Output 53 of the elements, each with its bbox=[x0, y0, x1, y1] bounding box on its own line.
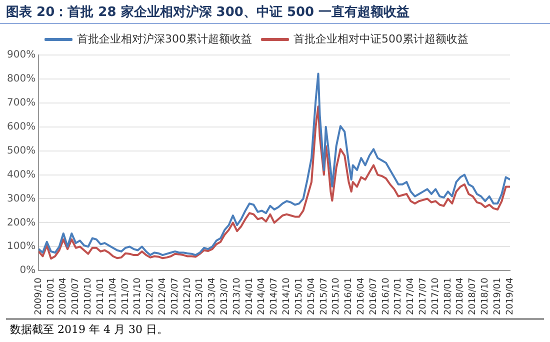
chart-title: 图表 20：首批 28 家企业相对沪深 300、中证 500 一直有超额收益 bbox=[0, 0, 550, 24]
x-tick-label: 2017/07 bbox=[418, 278, 429, 315]
y-tick-label: 500% bbox=[6, 145, 36, 156]
x-tick-label: 2018/04 bbox=[456, 277, 466, 315]
y-tick-label: 300% bbox=[6, 193, 36, 204]
y-tick-label: 400% bbox=[6, 169, 36, 180]
legend-label: 首批企业相对沪深300累计超额收益 bbox=[77, 32, 252, 46]
x-tick-label: 2017/04 bbox=[406, 277, 416, 315]
x-tick-label: 2015/07 bbox=[319, 278, 330, 315]
x-tick-label: 2015/01 bbox=[294, 278, 304, 315]
x-tick-label: 2013/01 bbox=[195, 278, 206, 315]
x-tick-label: 2016/10 bbox=[381, 277, 392, 315]
x-tick-label: 2014/10 bbox=[282, 277, 292, 315]
x-tick-label: 2011/01 bbox=[96, 278, 106, 315]
x-tick-label: 2012/07 bbox=[170, 278, 180, 315]
x-tick-label: 2014/07 bbox=[270, 278, 280, 315]
y-tick-label: 900% bbox=[6, 50, 36, 61]
x-tick-label: 2012/01 bbox=[146, 278, 156, 315]
x-tick-label: 2014/01 bbox=[244, 278, 255, 315]
x-tick-label: 2011/10 bbox=[133, 277, 144, 315]
x-tick-label: 2009/10 bbox=[34, 277, 44, 315]
text: 数据截至 2019 年 4 月 30 日。 bbox=[6, 318, 544, 340]
x-tick-label: 2011/07 bbox=[120, 278, 131, 315]
x-tick-label: 2017/01 bbox=[394, 278, 404, 315]
x-tick-label: 2016/07 bbox=[368, 278, 379, 315]
x-tick-label: 2012/10 bbox=[182, 277, 193, 315]
x-tick-label: 2015/04 bbox=[306, 277, 317, 315]
x-tick-label: 2010/07 bbox=[71, 278, 82, 315]
x-tick-label: 2012/04 bbox=[158, 277, 168, 315]
x-tick-label: 2013/07 bbox=[220, 278, 230, 315]
x-tick-label: 2013/04 bbox=[208, 277, 218, 315]
legend-label: 首批企业相对中证500累计超额收益 bbox=[294, 32, 468, 46]
x-tick-label: 2011/04 bbox=[108, 277, 118, 315]
y-tick-label: 700% bbox=[6, 98, 36, 109]
x-tick-label: 2015/10 bbox=[332, 277, 342, 315]
x-tick-label: 2017/10 bbox=[430, 277, 441, 315]
x-tick-label: 2013/10 bbox=[232, 277, 242, 315]
y-tick-label: 600% bbox=[6, 121, 36, 132]
x-tick-label: 2018/10 bbox=[480, 277, 491, 315]
y-tick-label: 800% bbox=[6, 74, 36, 85]
x-tick-label: 2019/01 bbox=[492, 278, 503, 315]
x-tick-label: 2016/01 bbox=[344, 278, 354, 315]
y-tick-label: 100% bbox=[6, 241, 36, 252]
y-tick-label: 200% bbox=[6, 217, 36, 228]
x-tick-label: 2018/07 bbox=[468, 278, 478, 315]
y-tick-label: 0% bbox=[20, 265, 36, 276]
x-tick-label: 2016/04 bbox=[356, 277, 366, 315]
x-tick-label: 2010/01 bbox=[46, 278, 56, 315]
x-tick-label: 2018/01 bbox=[443, 278, 454, 315]
x-tick-label: 2010/04 bbox=[58, 277, 69, 315]
x-tick-label: 2014/04 bbox=[257, 277, 268, 315]
x-tick-label: 2019/04 bbox=[505, 277, 516, 315]
x-tick-label: 2010/10 bbox=[84, 277, 94, 315]
